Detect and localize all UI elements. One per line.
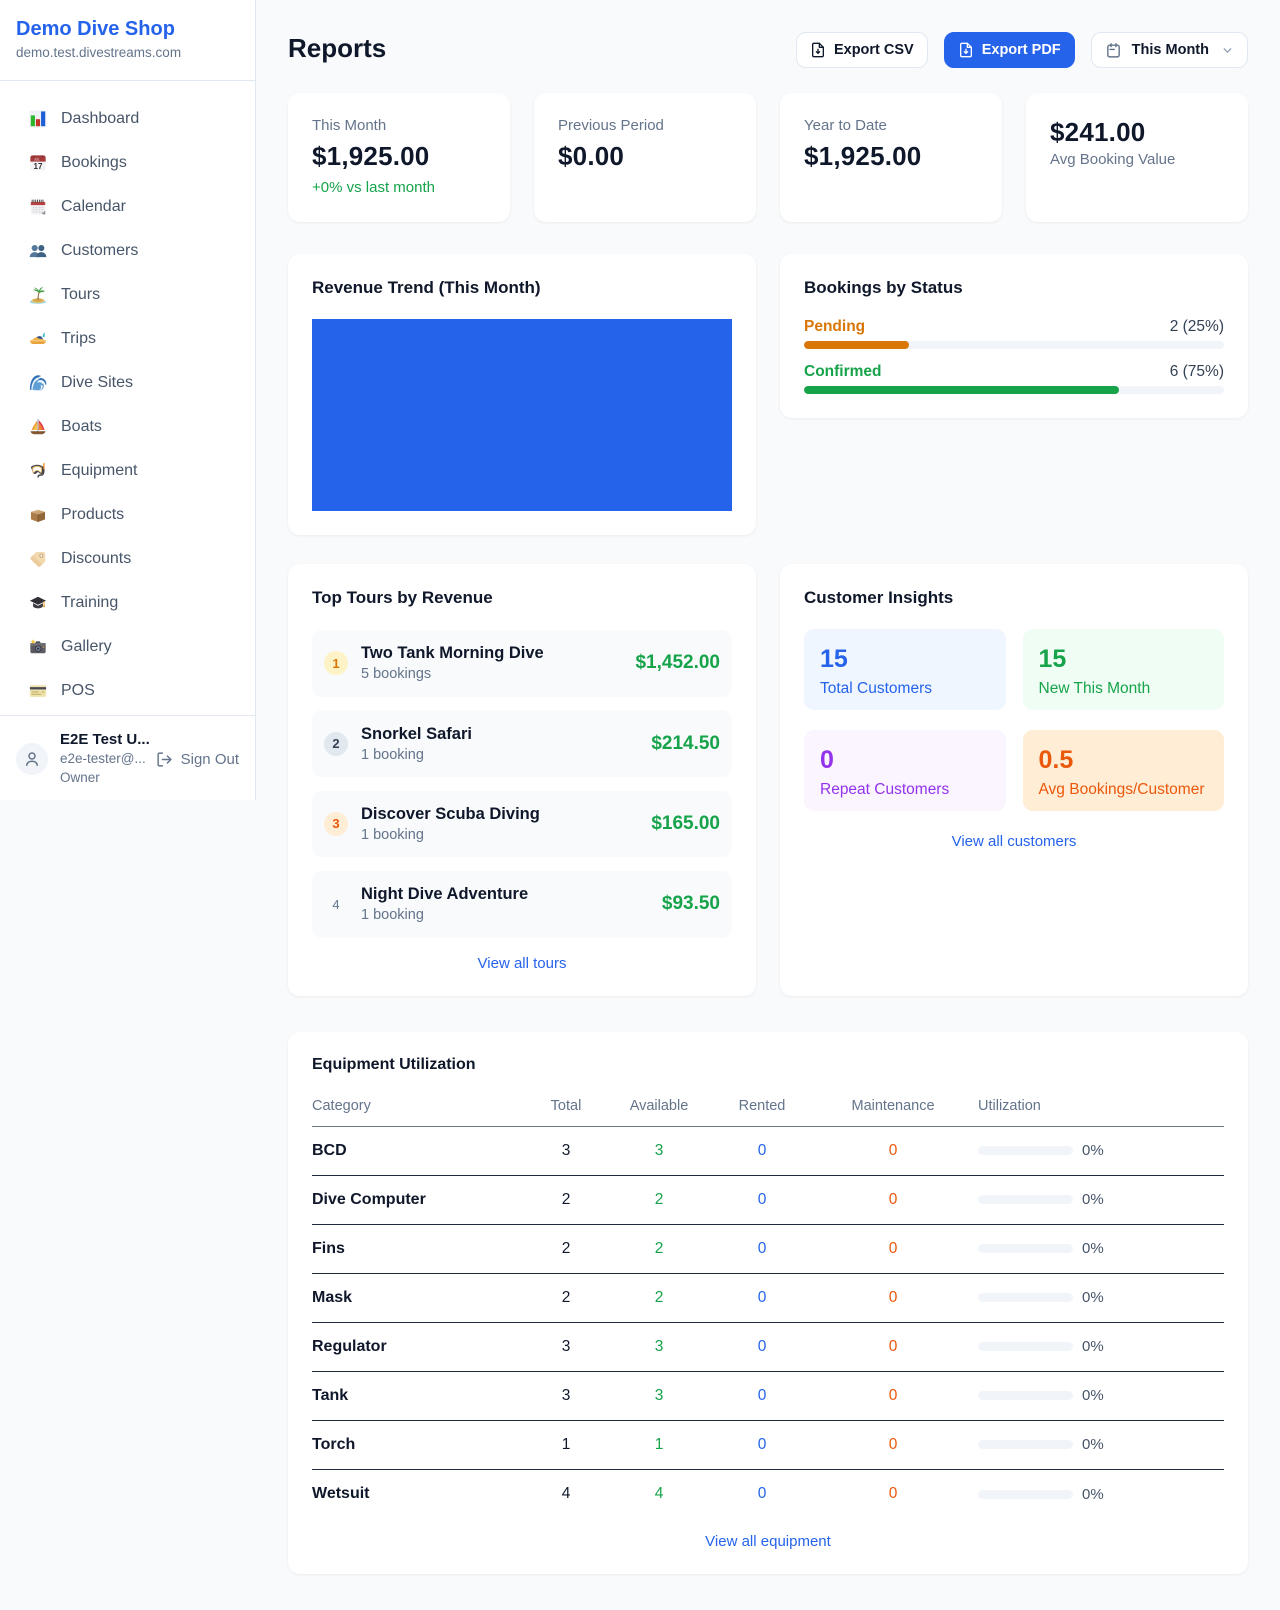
svg-text:17: 17 (34, 162, 43, 171)
svg-text:JUL: JUL (34, 158, 40, 162)
